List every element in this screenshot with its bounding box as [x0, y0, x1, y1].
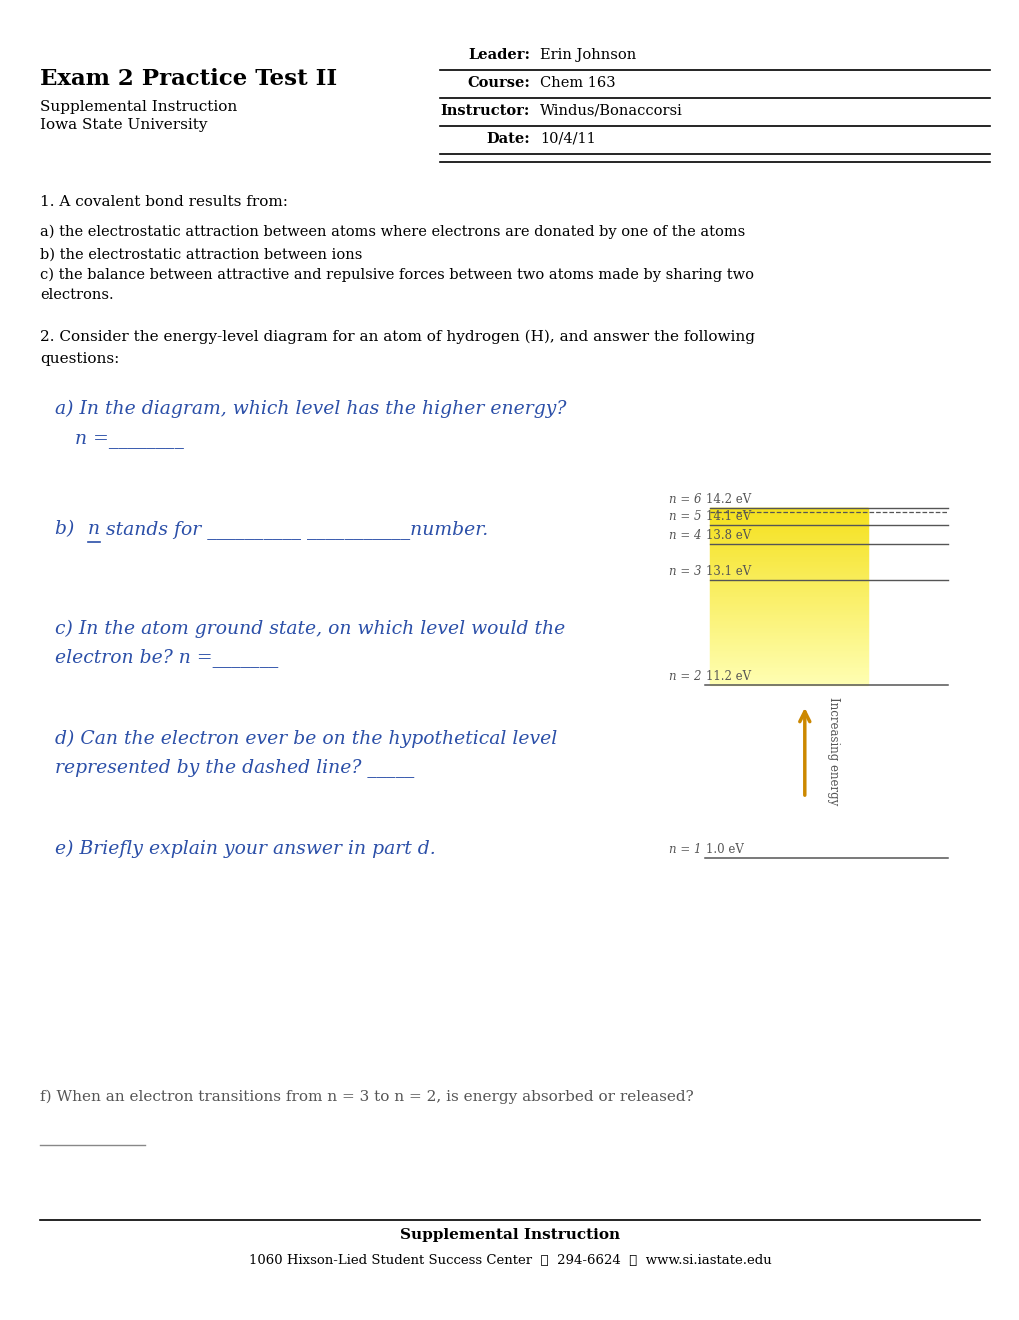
Text: Iowa State University: Iowa State University	[40, 117, 207, 132]
Text: a) In the diagram, which level has the higher energy?: a) In the diagram, which level has the h…	[55, 400, 566, 418]
Text: Instructor:: Instructor:	[440, 104, 530, 117]
Text: b): b)	[55, 520, 81, 539]
Text: 11.2 eV: 11.2 eV	[705, 671, 750, 682]
Text: 10/4/11: 10/4/11	[539, 132, 595, 147]
Text: c) the balance between attractive and repulsive forces between two atoms made by: c) the balance between attractive and re…	[40, 268, 753, 282]
Text: Erin Johnson: Erin Johnson	[539, 48, 636, 62]
Text: n = 6: n = 6	[668, 492, 701, 506]
Text: e) Briefly explain your answer in part d.: e) Briefly explain your answer in part d…	[55, 840, 435, 858]
Text: 1.0 eV: 1.0 eV	[705, 843, 743, 855]
Text: electron be? n =_______: electron be? n =_______	[55, 648, 278, 667]
Text: Leader:: Leader:	[468, 48, 530, 62]
Text: 1060 Hixson-Lied Student Success Center  ❖  294-6624  ❖  www.si.iastate.edu: 1060 Hixson-Lied Student Success Center …	[249, 1254, 770, 1267]
Text: 2. Consider the energy-level diagram for an atom of hydrogen (H), and answer the: 2. Consider the energy-level diagram for…	[40, 330, 754, 345]
Text: 1. A covalent bond results from:: 1. A covalent bond results from:	[40, 195, 287, 209]
Text: Windus/Bonaccorsi: Windus/Bonaccorsi	[539, 104, 682, 117]
Text: n = 4: n = 4	[668, 528, 701, 541]
Text: electrons.: electrons.	[40, 288, 113, 302]
Text: 13.8 eV: 13.8 eV	[705, 528, 751, 541]
Text: n: n	[88, 520, 100, 539]
Text: a) the electrostatic attraction between atoms where electrons are donated by one: a) the electrostatic attraction between …	[40, 224, 745, 239]
Text: Course:: Course:	[467, 77, 530, 90]
Text: n = 1: n = 1	[668, 843, 701, 855]
Text: 13.1 eV: 13.1 eV	[705, 565, 751, 578]
Text: b) the electrostatic attraction between ions: b) the electrostatic attraction between …	[40, 248, 362, 261]
Text: n = 3: n = 3	[668, 565, 701, 578]
Text: represented by the dashed line? _____: represented by the dashed line? _____	[55, 758, 414, 777]
Text: Chem 163: Chem 163	[539, 77, 615, 90]
Text: n = 2: n = 2	[668, 671, 701, 682]
Text: Increasing energy: Increasing energy	[826, 697, 839, 805]
Text: 14.1 eV: 14.1 eV	[705, 510, 751, 523]
Text: Exam 2 Practice Test II: Exam 2 Practice Test II	[40, 69, 337, 90]
Text: Supplemental Instruction: Supplemental Instruction	[399, 1228, 620, 1242]
Text: n = 5: n = 5	[668, 510, 701, 523]
Text: n =________: n =________	[75, 430, 183, 447]
Text: Supplemental Instruction: Supplemental Instruction	[40, 100, 237, 114]
Text: f) When an electron transitions from n = 3 to n = 2, is energy absorbed or relea: f) When an electron transitions from n =…	[40, 1090, 693, 1105]
Text: stands for __________ ___________number.: stands for __________ ___________number.	[100, 520, 488, 539]
Text: c) In the atom ground state, on which level would the: c) In the atom ground state, on which le…	[55, 620, 565, 639]
Text: Date:: Date:	[486, 132, 530, 147]
Text: d) Can the electron ever be on the hypothetical level: d) Can the electron ever be on the hypot…	[55, 730, 556, 748]
Text: questions:: questions:	[40, 352, 119, 366]
Text: 14.2 eV: 14.2 eV	[705, 492, 751, 506]
